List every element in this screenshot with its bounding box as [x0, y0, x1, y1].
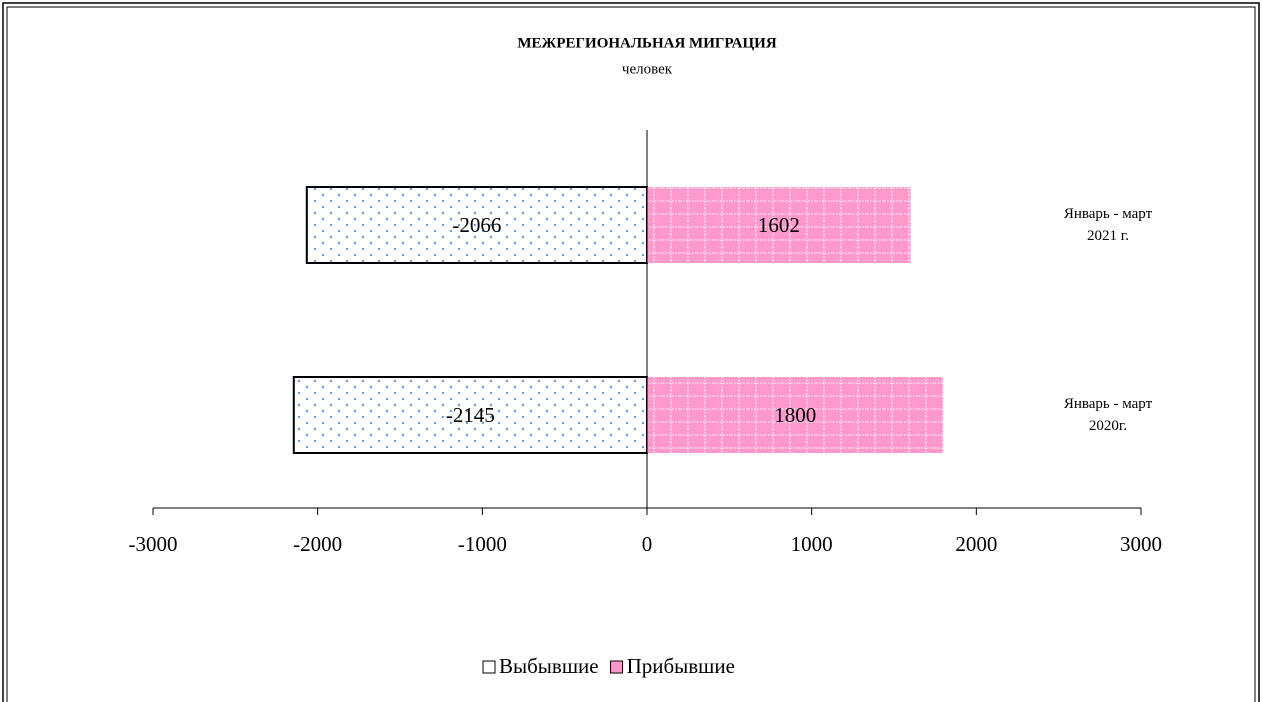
legend-label: Прибывшие — [627, 654, 735, 678]
x-tick-label: -2000 — [293, 532, 342, 556]
bar — [292, 376, 648, 454]
x-tick-label: -1000 — [458, 532, 507, 556]
x-tick-label: 1000 — [791, 532, 833, 556]
category-label: Январь - март 2021 г. — [1063, 206, 1153, 244]
x-tick-label: 3000 — [1120, 532, 1162, 556]
data-label: -2066 — [452, 213, 501, 237]
data-label: -2145 — [446, 403, 495, 427]
x-tick-label: 2000 — [955, 532, 997, 556]
legend-label: Выбывшие — [499, 654, 599, 678]
bar — [647, 377, 944, 453]
chart-title: МЕЖРЕГИОНАЛЬНАЯ МИГРАЦИЯ — [517, 35, 776, 51]
x-tick-label: 0 — [642, 532, 653, 556]
chart-subtitle: человек — [622, 61, 673, 77]
bar — [647, 187, 911, 263]
legend-swatch — [610, 660, 624, 674]
data-label: 1602 — [758, 213, 800, 237]
data-label: 1800 — [774, 403, 816, 427]
x-tick-label: -3000 — [129, 532, 178, 556]
category-label: Январь - март 2020г. — [1063, 396, 1153, 434]
legend-swatch — [482, 660, 496, 674]
